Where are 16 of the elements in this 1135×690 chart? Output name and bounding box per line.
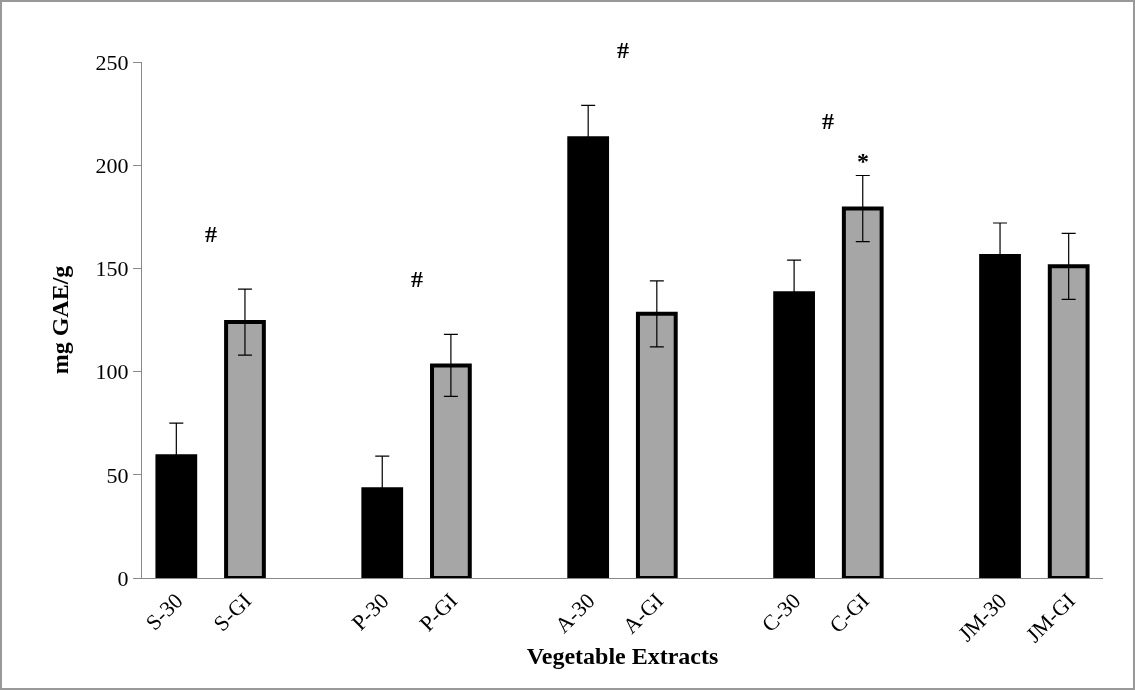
y-tick-label: 150: [95, 256, 129, 282]
annotation: #: [411, 266, 423, 292]
y-tick-label: 100: [95, 359, 129, 385]
x-axis-title: Vegetable Extracts: [526, 642, 719, 669]
y-axis-title: mg GAE/g: [46, 265, 73, 375]
annotation: #: [822, 108, 834, 134]
y-tick-label: 50: [106, 462, 129, 488]
annotation: *: [857, 148, 869, 174]
y-tick-label: 0: [117, 565, 129, 591]
x-tick-label: P-30: [346, 588, 394, 636]
y-tick-label: 250: [95, 49, 129, 75]
annotation: #: [617, 37, 629, 63]
y-tick-label: 200: [95, 152, 129, 178]
x-tick-label: C-30: [756, 588, 806, 637]
annotation: #: [205, 221, 217, 247]
x-tick-label: S-30: [140, 588, 188, 636]
